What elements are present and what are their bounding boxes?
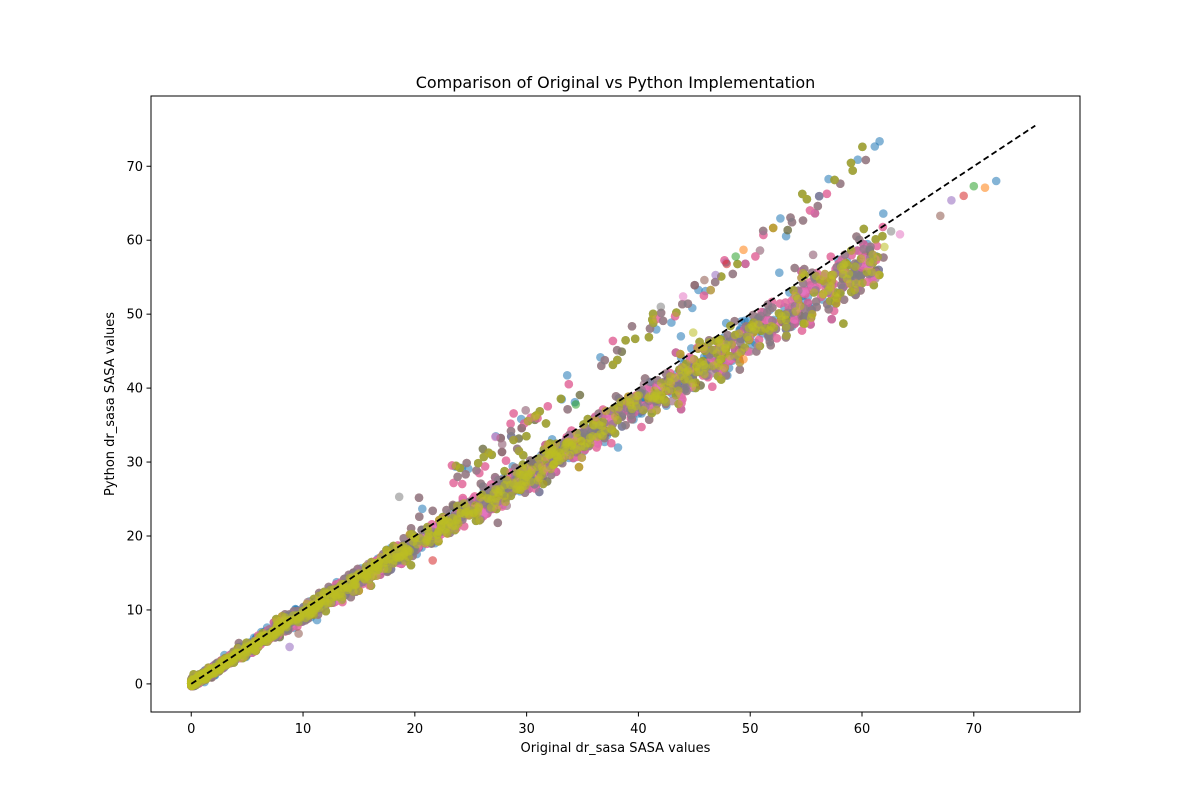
data-point [562, 371, 572, 380]
data-point [613, 443, 623, 452]
data-point [776, 214, 785, 223]
data-point [667, 318, 676, 327]
data-point [853, 155, 863, 164]
data-point [418, 504, 427, 514]
data-point [652, 325, 661, 334]
plot-area [186, 124, 1036, 691]
data-point [879, 209, 888, 218]
data-points [186, 137, 888, 691]
data-point [870, 142, 880, 151]
